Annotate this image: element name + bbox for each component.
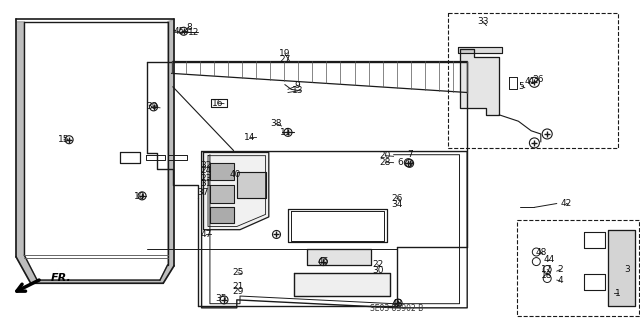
Text: 31: 31	[200, 179, 212, 188]
Text: 38: 38	[271, 119, 282, 128]
Text: 5: 5	[519, 82, 524, 91]
Text: 44: 44	[543, 256, 555, 264]
Text: 39: 39	[147, 102, 158, 111]
Text: 11: 11	[280, 128, 292, 137]
Polygon shape	[608, 230, 635, 306]
Text: 19: 19	[279, 49, 291, 58]
Text: 37: 37	[198, 189, 209, 197]
Text: 12: 12	[188, 28, 199, 37]
Polygon shape	[458, 47, 502, 53]
Text: 45: 45	[173, 27, 185, 36]
Text: 15: 15	[58, 135, 70, 144]
Text: 13: 13	[292, 86, 303, 95]
Text: 16: 16	[212, 99, 223, 108]
Text: 36: 36	[532, 75, 543, 84]
Text: 43: 43	[391, 299, 403, 308]
Text: SE03 83902 B: SE03 83902 B	[370, 304, 424, 313]
Text: 3: 3	[625, 265, 630, 274]
Text: 35: 35	[215, 294, 227, 303]
Text: 1: 1	[615, 289, 620, 298]
Text: 7: 7	[407, 150, 412, 159]
Text: 21: 21	[232, 282, 244, 291]
Text: 41: 41	[524, 77, 536, 86]
Text: 22: 22	[372, 260, 383, 269]
Polygon shape	[210, 163, 234, 180]
Text: 20: 20	[380, 151, 391, 160]
Text: 32: 32	[200, 161, 212, 170]
Text: 10: 10	[134, 192, 145, 201]
Text: 48: 48	[535, 248, 547, 256]
Text: 2: 2	[557, 265, 563, 274]
Polygon shape	[460, 49, 499, 115]
Text: 27: 27	[279, 56, 291, 64]
Polygon shape	[210, 185, 234, 203]
Text: 29: 29	[232, 287, 244, 296]
Polygon shape	[237, 172, 266, 198]
Text: 30: 30	[372, 266, 383, 275]
Text: 46: 46	[317, 257, 329, 266]
Text: 8: 8	[186, 23, 191, 32]
Text: 14: 14	[244, 133, 255, 142]
Text: 6: 6	[397, 158, 403, 167]
Text: 33: 33	[477, 17, 489, 26]
Text: 18: 18	[541, 271, 553, 280]
Text: 26: 26	[391, 194, 403, 203]
Text: 24: 24	[200, 166, 212, 175]
Text: 47: 47	[200, 230, 212, 239]
Text: 17: 17	[541, 265, 553, 274]
Text: 4: 4	[557, 276, 563, 285]
Text: 34: 34	[391, 200, 403, 209]
Text: 25: 25	[232, 268, 244, 277]
Polygon shape	[204, 152, 269, 230]
Text: 40: 40	[230, 170, 241, 179]
Polygon shape	[307, 249, 371, 265]
Polygon shape	[294, 273, 390, 296]
Text: 9: 9	[295, 81, 300, 90]
Polygon shape	[210, 207, 234, 223]
Text: 23: 23	[200, 174, 212, 182]
Text: FR.: FR.	[51, 272, 72, 283]
Text: 28: 28	[380, 158, 391, 167]
Text: 42: 42	[561, 199, 572, 208]
Polygon shape	[16, 19, 174, 283]
